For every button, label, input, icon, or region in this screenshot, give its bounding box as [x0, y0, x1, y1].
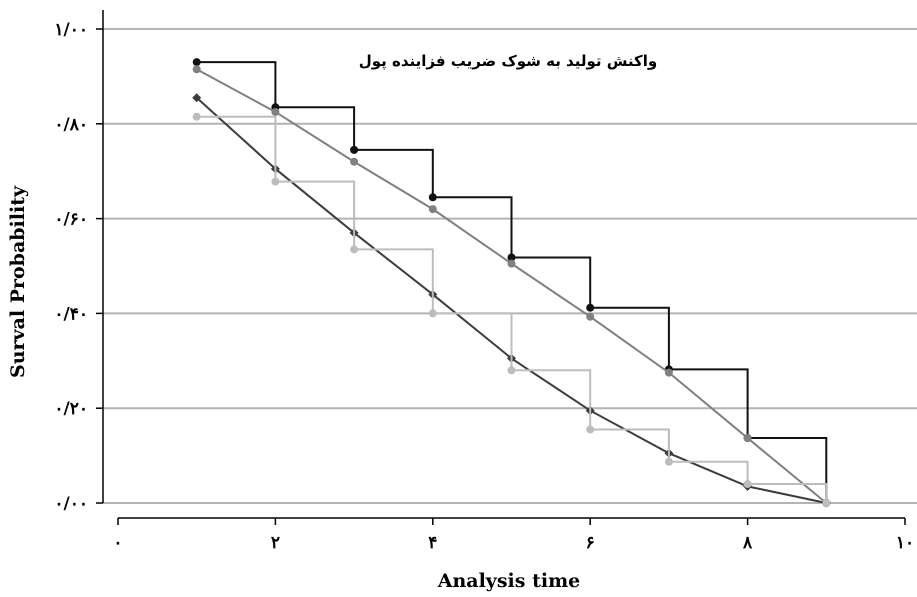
y-tick-label-2: ۰/۴۰: [54, 304, 88, 324]
chart-annotation: واکنش تولید به شوک ضریب فزاینده پول: [359, 52, 658, 71]
series-1-point-3: [428, 205, 437, 214]
series-layer: [192, 58, 831, 508]
x-tick-label-0: ۰: [113, 533, 122, 553]
series-0-point-0: [192, 58, 201, 67]
y-tick-label-0: ۰/۰۰: [54, 494, 88, 514]
series-3-point-2: [350, 245, 359, 254]
x-tick-label-2: ۴: [428, 533, 437, 553]
series-2-line: [196, 96, 827, 504]
series-0-line: [196, 61, 828, 503]
series-3-point-7: [743, 480, 752, 489]
x-tick-label-5: ۱۰: [896, 533, 914, 553]
series-1-point-4: [507, 259, 516, 268]
series-1-line: [196, 68, 827, 504]
series-1-point-0: [192, 65, 201, 74]
series-3-point-1: [271, 177, 280, 186]
series-0-point-4: [507, 253, 516, 262]
series-0-point-5: [586, 303, 595, 312]
series-3-line: [196, 115, 828, 503]
y-axis-title: Surval Probability: [7, 185, 29, 378]
series-1-point-7: [743, 434, 752, 443]
series-3-point-4: [507, 366, 516, 375]
series-3-point-5: [586, 425, 595, 434]
x-axis-title: Analysis time: [437, 570, 581, 592]
axes: [102, 10, 905, 519]
x-tick-label-4: ۸: [742, 533, 753, 553]
series-0-point-3: [428, 193, 437, 202]
series-1-point-1: [271, 107, 280, 116]
y-tick-label-5: ۱/۰۰: [54, 20, 88, 40]
series-1-point-2: [350, 157, 359, 166]
ticks: ۰/۰۰ ۰/۲۰ ۰/۴۰ ۰/۶۰ ۰/۸۰ ۱/۰۰ ۰ ۲ ۴ ۶ ۸ ۱۰: [54, 20, 914, 553]
series-0-point-2: [350, 145, 359, 154]
series-1-point-6: [664, 368, 673, 377]
series-2-point-0: [192, 93, 202, 103]
y-tick-label-3: ۰/۶۰: [54, 210, 88, 230]
y-tick-label-4: ۰/۸۰: [54, 115, 88, 135]
y-tick-label-1: ۰/۲۰: [54, 399, 88, 419]
series-3-point-0: [192, 112, 201, 121]
series-1-point-5: [586, 312, 595, 321]
series-3-point-8: [822, 499, 831, 507]
series-3-point-6: [664, 457, 673, 466]
x-tick-label-1: ۲: [271, 533, 280, 553]
x-tick-label-3: ۶: [586, 533, 595, 553]
series-3-point-3: [428, 309, 437, 318]
